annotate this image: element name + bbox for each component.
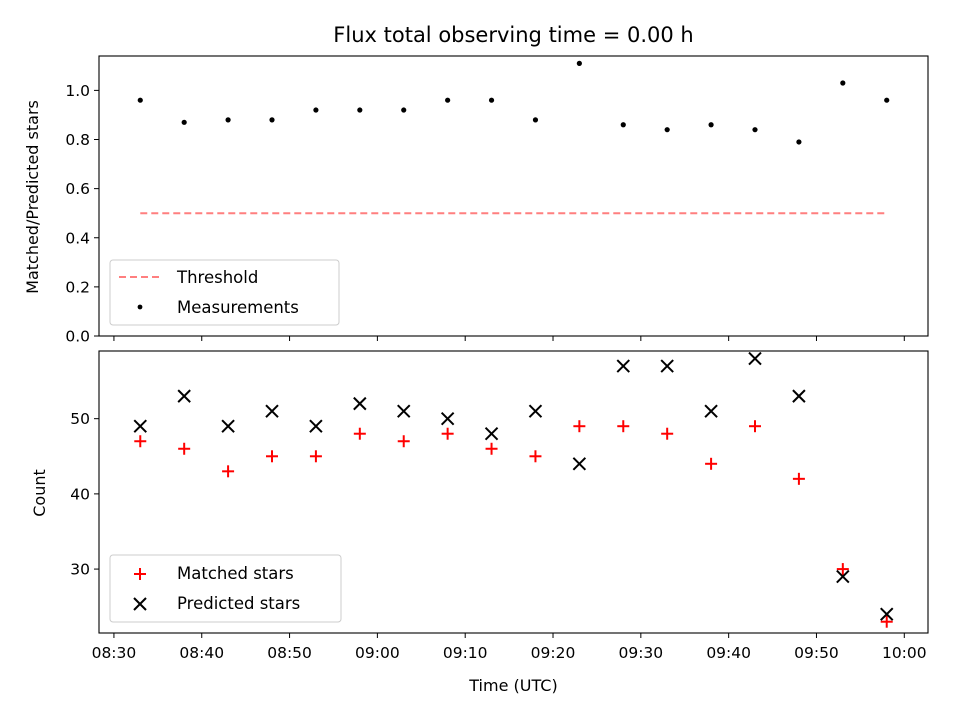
matched-star-point (792, 472, 805, 485)
x-tick-label: 09:10 (443, 644, 488, 662)
measurement-point (664, 127, 670, 133)
y-axis-label-count: Count (30, 469, 49, 517)
ratio-marks (137, 60, 890, 215)
predicted-star-point (616, 359, 630, 373)
legend-predicted-swatch (133, 597, 147, 611)
measurement-point (401, 107, 407, 113)
measurement-point (840, 80, 846, 86)
measurement-point (532, 117, 539, 123)
x-tick-label: 09:40 (706, 644, 751, 662)
count-marks (133, 351, 894, 628)
count-plot-frame (98, 350, 929, 634)
predicted-star-point (440, 411, 455, 426)
matched-star-point (353, 427, 366, 440)
measurement-point (357, 107, 363, 113)
x-tick-label: 08:30 (92, 644, 137, 662)
y-tick-label: 0.2 (65, 278, 90, 296)
y-tick-label: 0.6 (65, 180, 90, 198)
matched-star-point (134, 435, 147, 448)
legend-box (109, 259, 340, 326)
measurement-point (445, 97, 451, 103)
y-tick-label: 0.4 (65, 229, 90, 247)
measurement-point (576, 60, 582, 66)
matched-star-point (441, 427, 454, 440)
measurement-point (181, 119, 187, 125)
predicted-star-point (704, 404, 718, 418)
chart-title: Flux total observing time = 0.00 h (333, 23, 693, 47)
ratio-plot-frame (98, 55, 929, 337)
measurement-point (137, 97, 143, 103)
predicted-star-point (484, 427, 499, 441)
matched-star-point (705, 457, 718, 470)
matched-star-point (178, 442, 191, 455)
matched-star-point (836, 563, 849, 576)
matched-star-point (617, 420, 630, 433)
x-tick-label: 09:20 (531, 644, 576, 662)
y-tick-label: 30 (70, 561, 90, 579)
measurement-point (708, 122, 714, 128)
predicted-star-point (221, 419, 235, 433)
legend-box (109, 554, 342, 623)
x-axis-label: Time (UTC) (468, 676, 557, 695)
legend-threshold-label: Threshold (176, 268, 258, 287)
predicted-star-point (528, 404, 543, 418)
measurement-point (796, 139, 802, 145)
y-axis-label-ratio: Matched/Predicted stars (23, 100, 42, 294)
measurement-point (225, 117, 231, 123)
count-legend: Matched stars Predicted stars (109, 554, 342, 623)
x-tick-label: 10:00 (882, 644, 927, 662)
y-tick-label: 0.0 (65, 328, 90, 346)
predicted-star-point (880, 607, 894, 621)
matched-star-point (397, 435, 410, 448)
measurement-point (488, 97, 495, 103)
x-tick-label: 09:00 (355, 644, 400, 662)
matched-star-point (661, 427, 674, 440)
predicted-star-point (309, 419, 323, 433)
matched-star-point (573, 420, 586, 433)
legend-matched-swatch (134, 568, 146, 580)
matched-star-point (880, 615, 893, 628)
predicted-star-point (572, 457, 587, 471)
predicted-star-point (792, 389, 806, 403)
y-tick-label: 0.8 (65, 131, 90, 149)
measurement-point (884, 97, 890, 103)
x-tick-label: 08:50 (267, 644, 312, 662)
predicted-star-point (265, 404, 279, 418)
matched-star-point (222, 465, 235, 478)
ratio-panel: Flux total observing time = 0.00 h Match… (23, 23, 929, 346)
x-tick-label: 08:40 (179, 644, 224, 662)
matched-star-point (266, 450, 279, 463)
predicted-star-point (177, 389, 191, 403)
y-tick-label: 40 (70, 485, 90, 503)
predicted-star-point (748, 351, 762, 366)
predicted-star-point (133, 419, 147, 433)
measurement-point (313, 107, 319, 113)
legend-measurements-swatch (137, 304, 143, 310)
y-tick-label: 1.0 (65, 82, 90, 100)
ratio-legend: Threshold Measurements (109, 259, 340, 326)
measurement-point (620, 122, 626, 128)
matched-star-point (309, 450, 322, 463)
matched-star-point (748, 420, 761, 433)
x-ticks-count: 08:30 08:40 08:50 09:00 09:10 09:20 09:30 09:40… (92, 633, 927, 662)
matched-star-point (529, 450, 542, 463)
matched-star-point (485, 442, 498, 455)
predicted-star-point (836, 569, 850, 584)
x-ticks-ratio (113, 336, 905, 341)
y-tick-label: 50 (70, 410, 90, 428)
legend-measurements-label: Measurements (177, 298, 299, 317)
predicted-star-point (397, 404, 411, 418)
y-ticks-count: 30 40 50 (70, 410, 99, 579)
legend-predicted-label: Predicted stars (177, 594, 300, 613)
x-tick-label: 09:50 (794, 644, 839, 662)
predicted-star-point (353, 396, 367, 411)
measurement-point (752, 127, 758, 133)
predicted-star-point (660, 359, 674, 373)
x-tick-label: 09:30 (618, 644, 663, 662)
measurement-point (269, 117, 275, 123)
legend-matched-label: Matched stars (177, 564, 294, 583)
y-ticks-ratio: 0.0 0.2 0.4 0.6 0.8 1.0 (65, 82, 99, 346)
